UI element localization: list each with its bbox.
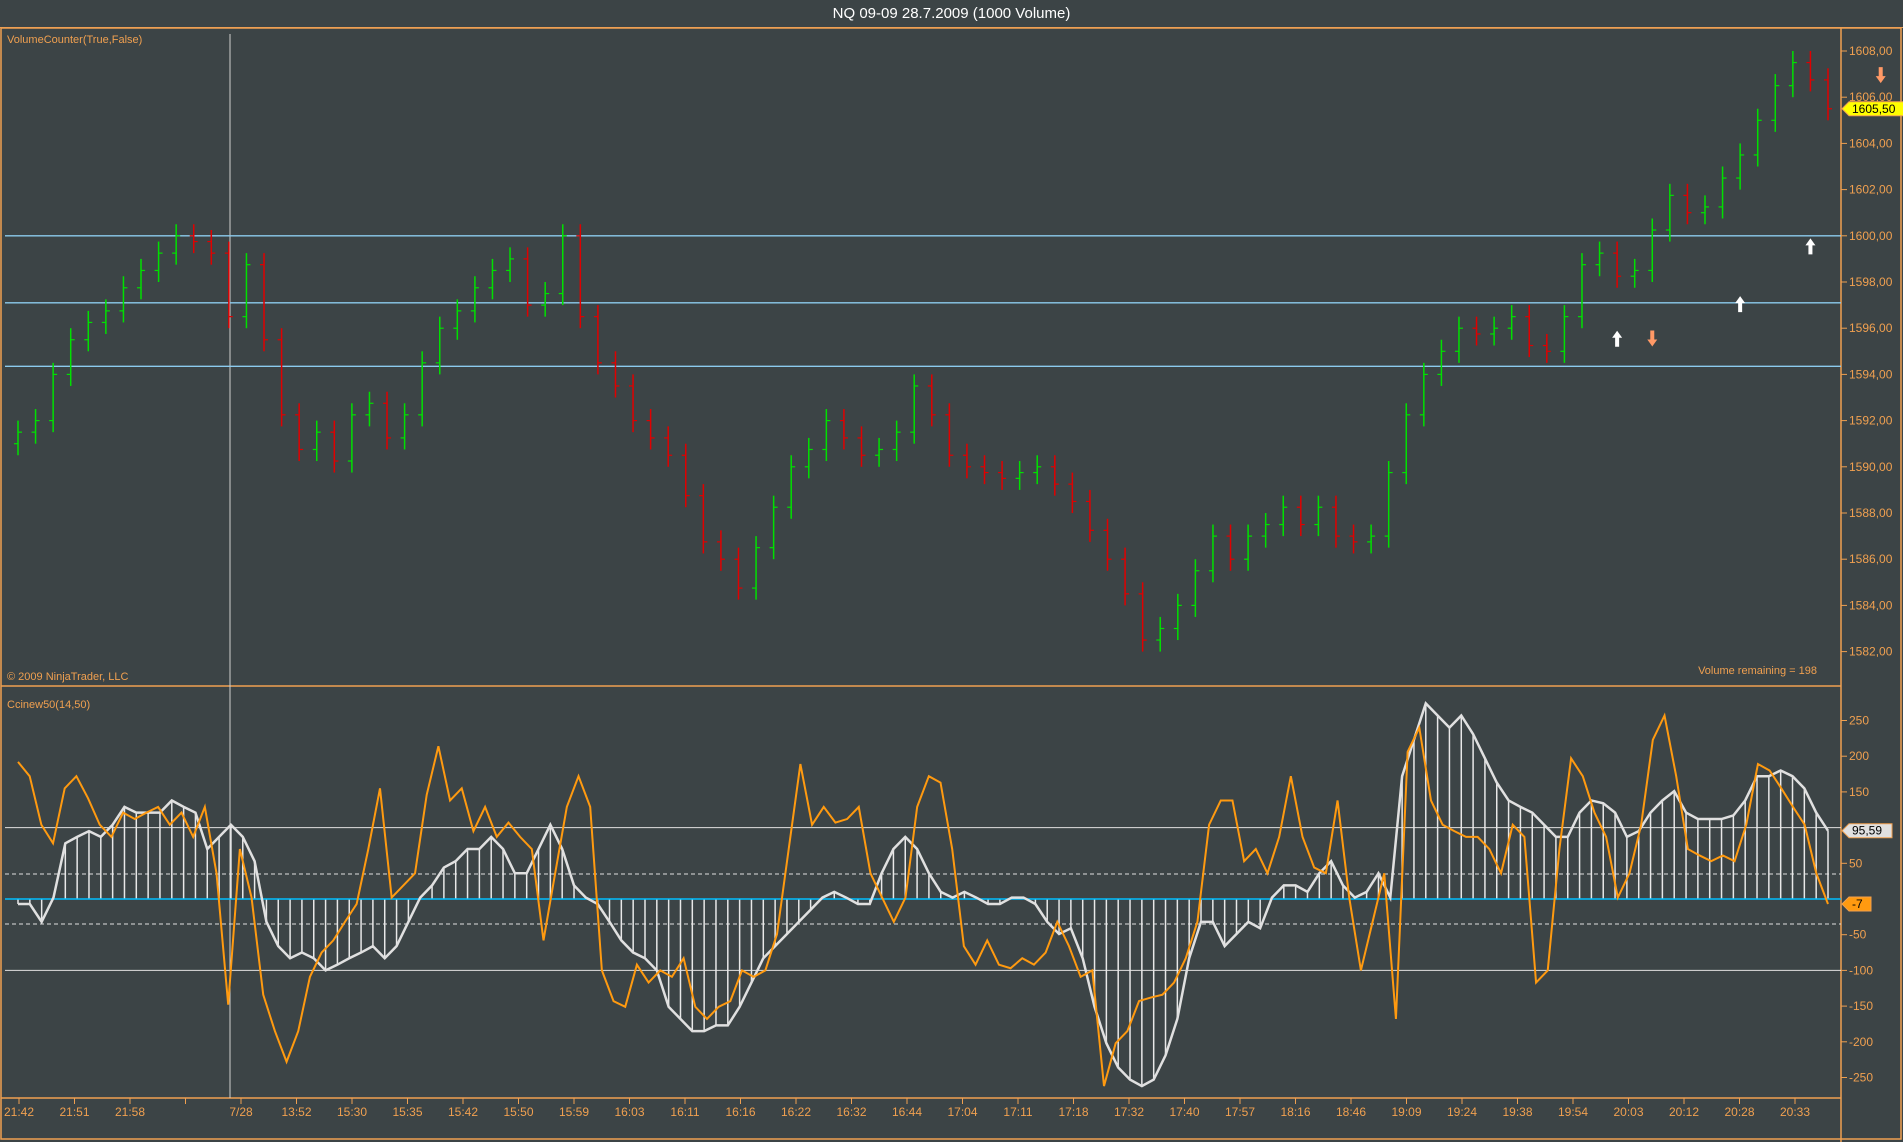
price-tick-label: 1592,00	[1849, 414, 1893, 428]
time-tick-label: 16:44	[892, 1105, 922, 1119]
time-tick-label: 16:32	[836, 1105, 866, 1119]
last-price-badge-bg	[1841, 101, 1903, 117]
cci-tick-label: -100	[1849, 963, 1873, 977]
cci-fast-badge-bg	[1841, 896, 1872, 912]
price-tick-label: 1594,00	[1849, 367, 1893, 381]
time-tick-label: 15:30	[337, 1105, 367, 1119]
cci-slow-line	[18, 701, 1830, 1088]
sell-arrow-icon	[1647, 330, 1658, 347]
price-tick-label: 1596,00	[1849, 321, 1893, 335]
price-tick-label: 1604,00	[1849, 136, 1893, 150]
time-tick-label: 16:11	[670, 1105, 699, 1119]
time-tick-label: 17:57	[1225, 1105, 1255, 1119]
cci-slow-badge: 95,59	[1852, 824, 1882, 838]
price-tick-label: 1606,00	[1849, 90, 1893, 104]
time-tick-label: 15:59	[559, 1105, 589, 1119]
cci-fast-badge: -7	[1852, 897, 1863, 911]
price-indicator-label: VolumeCounter(True,False)	[7, 34, 142, 46]
time-tick-label: 17:32	[1114, 1105, 1144, 1119]
price-bars	[14, 51, 1832, 652]
cci-fast-line	[17, 712, 1829, 1087]
time-tick-label: 18:46	[1336, 1105, 1366, 1119]
time-tick-label: 18:16	[1280, 1105, 1310, 1119]
time-tick-label: 7/28	[229, 1105, 253, 1119]
price-tick-label: 1586,00	[1849, 552, 1893, 566]
time-tick-label: 15:35	[392, 1105, 422, 1119]
time-tick-label: 15:50	[503, 1105, 533, 1119]
signal-markers	[1612, 67, 1886, 347]
cci-tick-label: -200	[1849, 1035, 1873, 1049]
time-tick-label: 16:22	[781, 1105, 811, 1119]
price-tick-label: 1598,00	[1849, 275, 1893, 289]
cci-tick-label: 50	[1849, 856, 1863, 870]
time-tick-label: 21:42	[4, 1105, 34, 1119]
time-tick-label: 20:28	[1724, 1105, 1754, 1119]
time-tick-label: 21:58	[115, 1105, 145, 1119]
cci-indicator	[5, 701, 1841, 1088]
time-tick-label: 20:33	[1780, 1105, 1810, 1119]
time-tick-label: 16:16	[725, 1105, 755, 1119]
time-tick-label: 19:09	[1391, 1105, 1421, 1119]
cci-tick-label: 250	[1849, 714, 1869, 728]
time-tick-label: 21:51	[59, 1105, 89, 1119]
cci-slow-badge-bg	[1841, 823, 1893, 839]
time-tick-label: 20:12	[1669, 1105, 1699, 1119]
cci-indicator-label: Ccinew50(14,50)	[7, 699, 90, 711]
time-tick-label: 13:52	[281, 1105, 311, 1119]
copyright: © 2009 NinjaTrader, LLC	[7, 671, 128, 683]
time-tick-label: 19:24	[1447, 1105, 1477, 1119]
time-tick-label: 17:18	[1058, 1105, 1088, 1119]
sell-arrow-icon	[1875, 67, 1886, 84]
price-tick-label: 1602,00	[1849, 183, 1893, 197]
price-tick-label: 1588,00	[1849, 506, 1893, 520]
cci-tick-label: -250	[1849, 1071, 1873, 1085]
axes: 1608,00 1606,00 1604,00 1602,00 1600,00 1598,…	[4, 44, 1903, 1119]
buy-arrow-icon	[1735, 296, 1746, 313]
time-tick-label: 19:38	[1502, 1105, 1532, 1119]
horizontal-levels	[5, 235, 1841, 367]
buy-arrow-icon	[1805, 238, 1816, 255]
volume-remaining: Volume remaining = 198	[1698, 665, 1817, 677]
time-tick-label: 15:42	[448, 1105, 478, 1119]
time-tick-label: 16:03	[614, 1105, 644, 1119]
cci-tick-label: -50	[1849, 928, 1867, 942]
cci-tick-label: 150	[1849, 785, 1869, 799]
price-tick-label: 1608,00	[1849, 44, 1893, 58]
time-tick-label: 17:04	[947, 1105, 977, 1119]
price-tick-label: 1590,00	[1849, 460, 1893, 474]
price-tick-label: 1600,00	[1849, 229, 1893, 243]
time-tick-label: 17:40	[1169, 1105, 1199, 1119]
time-tick-label: 19:54	[1558, 1105, 1588, 1119]
buy-arrow-icon	[1612, 330, 1623, 347]
time-tick-label: 17:11	[1003, 1105, 1032, 1119]
price-tick-label: 1584,00	[1849, 598, 1893, 612]
cci-tick-label: -150	[1849, 999, 1873, 1013]
last-price-badge: 1605,50	[1852, 102, 1896, 116]
price-tick-label: 1582,00	[1849, 645, 1893, 659]
cci-tick-label: 200	[1849, 749, 1869, 763]
chart-frame	[0, 27, 1902, 1140]
time-tick-label: 20:03	[1613, 1105, 1643, 1119]
